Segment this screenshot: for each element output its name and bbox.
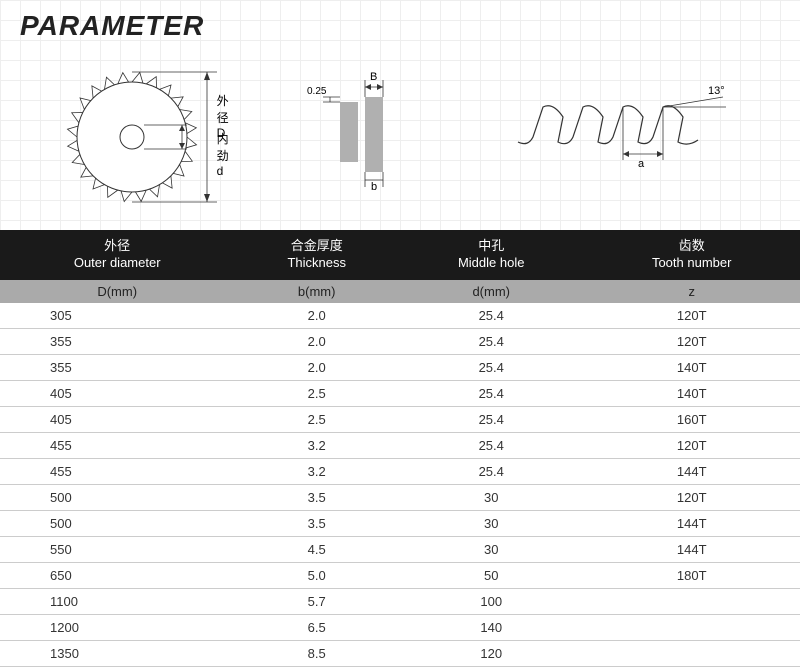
table-cell: 4.5 — [234, 536, 399, 562]
column-header: 齿数Tooth number — [583, 230, 800, 280]
column-unit: b(mm) — [234, 280, 399, 303]
table-row: 13508.5120 — [0, 640, 800, 666]
inner-diameter-label: 内劲d — [217, 130, 229, 178]
table-cell: 25.4 — [399, 406, 583, 432]
table-unit-row: D(mm)b(mm)d(mm)z — [0, 280, 800, 303]
clearance-label: 0.25 — [307, 86, 327, 97]
table-cell: 500 — [0, 510, 234, 536]
column-header: 外径Outer diameter — [0, 230, 234, 280]
table-cell: 30 — [399, 484, 583, 510]
a-label: a — [638, 158, 645, 170]
table-row: 3052.025.4120T — [0, 303, 800, 329]
table-cell: 25.4 — [399, 380, 583, 406]
table-cell: 2.5 — [234, 380, 399, 406]
parameter-table: 外径Outer diameter合金厚度Thickness中孔Middle ho… — [0, 230, 800, 667]
column-unit: d(mm) — [399, 280, 583, 303]
table-row: 12006.5140 — [0, 614, 800, 640]
table-cell: 180T — [583, 562, 800, 588]
table-cell: 305 — [0, 303, 234, 329]
B-label: B — [370, 72, 377, 83]
table-row: 4052.525.4160T — [0, 406, 800, 432]
table-cell: 455 — [0, 432, 234, 458]
table-cell: 3.5 — [234, 510, 399, 536]
table-cell: 2.0 — [234, 303, 399, 329]
table-cell: 120T — [583, 484, 800, 510]
table-cell: 550 — [0, 536, 234, 562]
table-cell: 1200 — [0, 614, 234, 640]
table-cell — [583, 640, 800, 666]
page-title: PARAMETER — [20, 10, 780, 42]
table-cell: 120T — [583, 432, 800, 458]
table-cell: 30 — [399, 510, 583, 536]
table-row: 5003.530144T — [0, 510, 800, 536]
table-cell: 140T — [583, 354, 800, 380]
table-cell: 120 — [399, 640, 583, 666]
table-cell: 1100 — [0, 588, 234, 614]
table-cell: 140 — [399, 614, 583, 640]
b-label: b — [371, 181, 377, 192]
table-cell: 25.4 — [399, 458, 583, 484]
column-header: 合金厚度Thickness — [234, 230, 399, 280]
table-cell: 3.2 — [234, 432, 399, 458]
table-cell: 100 — [399, 588, 583, 614]
table-cell: 1350 — [0, 640, 234, 666]
table-row: 11005.7100 — [0, 588, 800, 614]
table-row: 3552.025.4120T — [0, 328, 800, 354]
table-cell: 500 — [0, 484, 234, 510]
table-cell: 144T — [583, 536, 800, 562]
column-header: 中孔Middle hole — [399, 230, 583, 280]
table-cell: 355 — [0, 354, 234, 380]
table-cell: 50 — [399, 562, 583, 588]
table-row: 4553.225.4144T — [0, 458, 800, 484]
table-row: 3552.025.4140T — [0, 354, 800, 380]
column-unit: D(mm) — [0, 280, 234, 303]
table-cell: 455 — [0, 458, 234, 484]
table-cell: 140T — [583, 380, 800, 406]
angle-label: 13° — [708, 85, 725, 97]
table-cell: 2.5 — [234, 406, 399, 432]
table-cell: 3.5 — [234, 484, 399, 510]
table-cell: 25.4 — [399, 432, 583, 458]
table-cell: 650 — [0, 562, 234, 588]
table-cell: 355 — [0, 328, 234, 354]
table-cell: 30 — [399, 536, 583, 562]
table-row: 5504.530144T — [0, 536, 800, 562]
table-body: 3052.025.4120T3552.025.4120T3552.025.414… — [0, 303, 800, 667]
table-cell: 160T — [583, 406, 800, 432]
table-cell: 25.4 — [399, 328, 583, 354]
table-header-row: 外径Outer diameter合金厚度Thickness中孔Middle ho… — [0, 230, 800, 280]
table-cell: 5.7 — [234, 588, 399, 614]
table-cell: 8.5 — [234, 640, 399, 666]
column-unit: z — [583, 280, 800, 303]
saw-blade-diagram: 外径D 内劲d — [62, 52, 222, 212]
table-cell: 120T — [583, 328, 800, 354]
table-cell: 2.0 — [234, 328, 399, 354]
thickness-diagram: B 0.25 b — [305, 72, 425, 192]
table-cell: 405 — [0, 380, 234, 406]
teeth-profile-diagram: 13° a — [508, 82, 738, 182]
table-cell — [583, 588, 800, 614]
table-row: 6505.050180T — [0, 562, 800, 588]
table-cell: 144T — [583, 510, 800, 536]
table-cell: 405 — [0, 406, 234, 432]
table-row: 4052.525.4140T — [0, 380, 800, 406]
table-row: 4553.225.4120T — [0, 432, 800, 458]
table-cell: 5.0 — [234, 562, 399, 588]
table-cell: 6.5 — [234, 614, 399, 640]
table-cell: 3.2 — [234, 458, 399, 484]
table-cell — [583, 614, 800, 640]
diagram-area: PARAMETER 外径D 内劲d — [0, 0, 800, 230]
table-row: 5003.530120T — [0, 484, 800, 510]
diagrams-row: 外径D 内劲d B 0.25 b — [20, 42, 780, 222]
table-cell: 25.4 — [399, 354, 583, 380]
table-cell: 25.4 — [399, 303, 583, 329]
table-cell: 120T — [583, 303, 800, 329]
table-cell: 2.0 — [234, 354, 399, 380]
table-cell: 144T — [583, 458, 800, 484]
